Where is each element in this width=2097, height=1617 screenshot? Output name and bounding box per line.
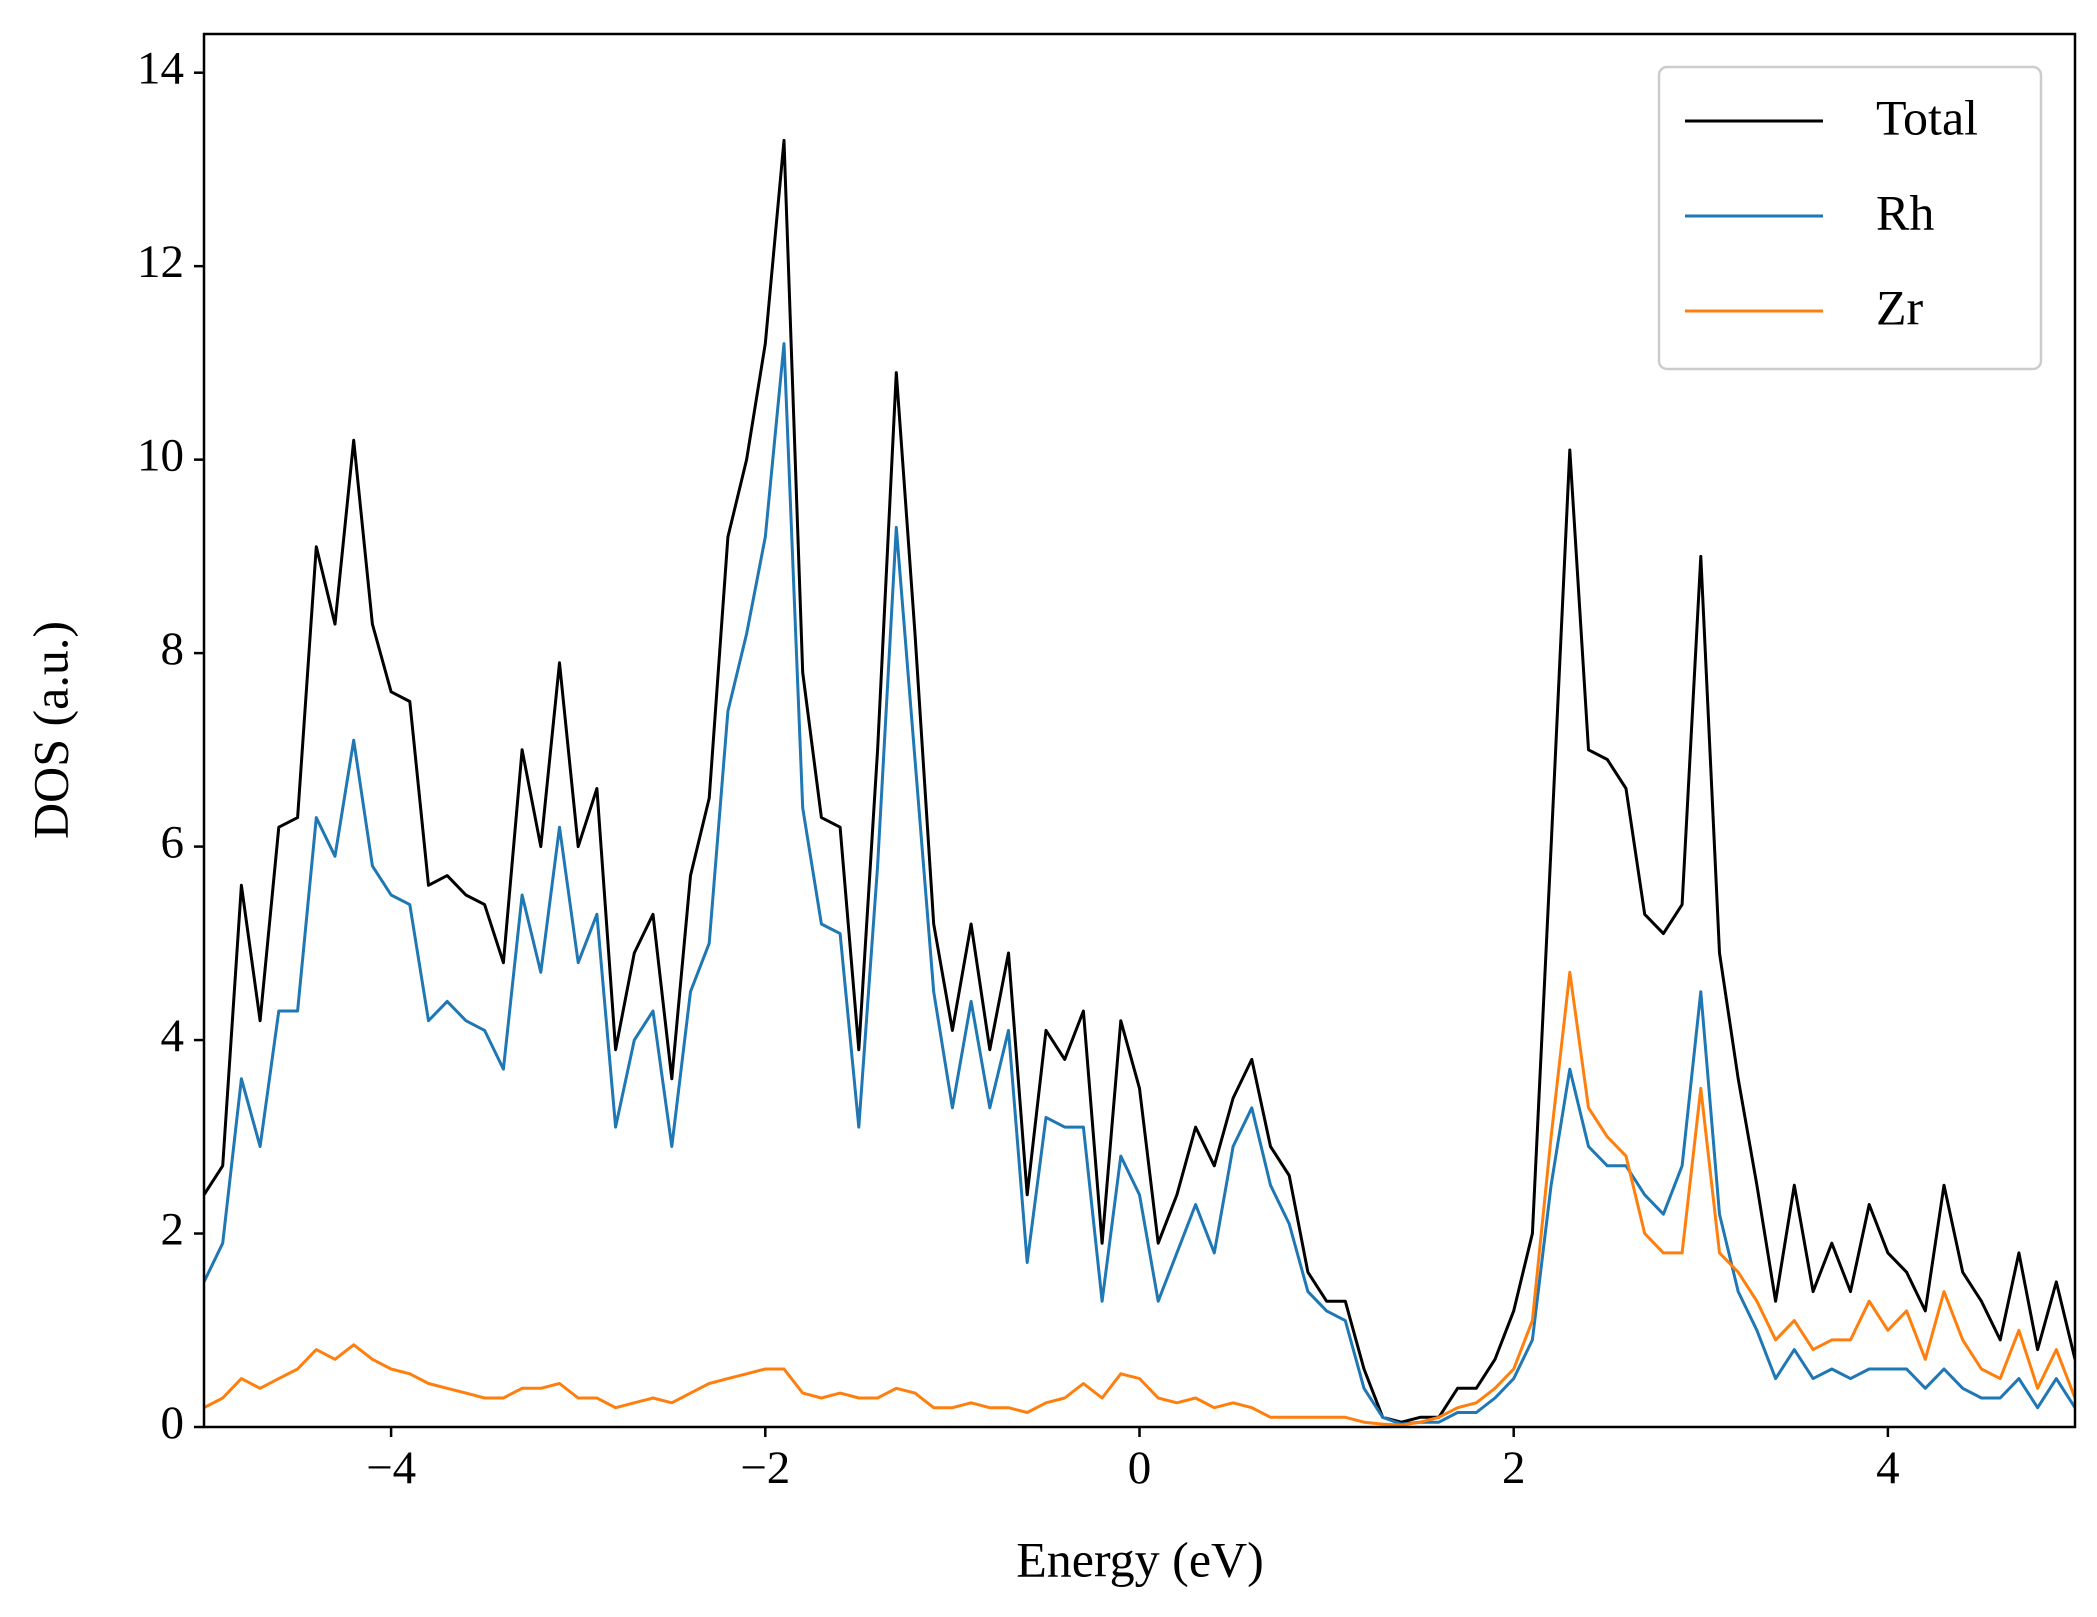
x-tick-label: 2 (1502, 1442, 1526, 1494)
legend-label: Rh (1876, 184, 1934, 240)
x-tick-label: −4 (366, 1442, 416, 1494)
x-axis-label: Energy (eV) (1016, 1531, 1264, 1587)
legend-box (1657, 65, 2043, 371)
x-tick-label: 0 (1128, 1442, 1152, 1494)
series-line (204, 970, 2075, 1427)
y-tick-label: 0 (161, 1397, 185, 1449)
y-tick-label: 10 (137, 429, 184, 481)
y-tick-label: 2 (161, 1203, 185, 1255)
y-axis-label: DOS (a.u.) (22, 621, 78, 839)
y-tick-label: 12 (137, 236, 184, 288)
legend-label: Zr (1876, 279, 1924, 335)
plot-area (204, 138, 2075, 1427)
y-tick-label: 6 (161, 816, 185, 868)
x-tick-label: 4 (1876, 1442, 1900, 1494)
y-tick-label: 8 (161, 623, 185, 675)
x-tick-label: −2 (740, 1442, 790, 1494)
legend-label: Total (1876, 89, 1978, 145)
series-line (204, 342, 2075, 1426)
series-line (204, 138, 2075, 1424)
y-tick-label: 4 (161, 1010, 185, 1062)
y-tick-label: 14 (137, 42, 184, 94)
